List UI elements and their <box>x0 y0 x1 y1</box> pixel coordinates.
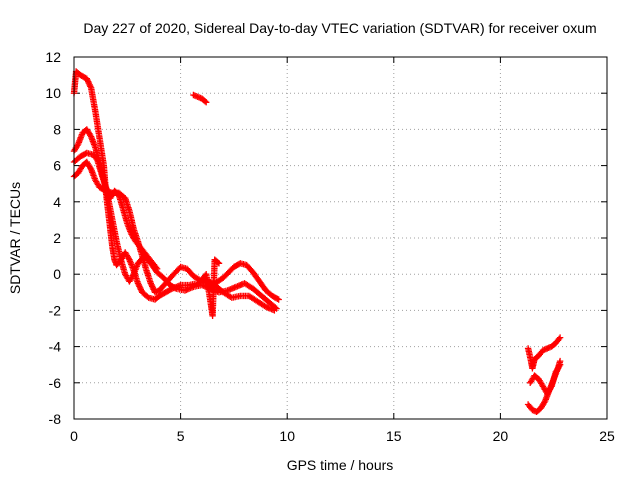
y-tick-label: 2 <box>53 230 61 246</box>
y-tick-label: -8 <box>49 411 62 427</box>
y-tick-label: -4 <box>49 339 62 355</box>
data-points <box>70 68 564 415</box>
x-tick-label: 10 <box>279 428 295 444</box>
data-point <box>171 284 179 292</box>
data-point <box>215 260 223 267</box>
data-point <box>214 259 222 266</box>
data-point <box>152 264 160 271</box>
x-tick-label: 5 <box>177 428 185 444</box>
y-tick-label: -2 <box>49 302 62 318</box>
x-tick-label: 15 <box>386 428 402 444</box>
data-point <box>153 265 161 272</box>
y-tick-label: 12 <box>45 49 61 65</box>
data-point <box>125 255 132 262</box>
chart-title: Day 227 of 2020, Sidereal Day-to-day VTE… <box>83 20 596 36</box>
data-point <box>274 295 281 302</box>
x-tick-label: 0 <box>70 428 78 444</box>
grid <box>74 57 607 419</box>
axis-ticks: 0 5 10 15 20 25 -8 -6 -4 -2 0 2 4 6 8 10 12 <box>45 49 615 444</box>
y-axis-label: SDTVAR / TECUs <box>7 182 23 294</box>
data-point <box>556 361 564 368</box>
data-point <box>273 305 280 312</box>
y-tick-label: 10 <box>45 85 61 101</box>
data-point <box>556 334 564 341</box>
y-tick-label: 0 <box>53 266 61 282</box>
y-tick-label: 4 <box>53 194 61 210</box>
data-point <box>203 99 210 106</box>
y-tick-label: 6 <box>53 158 61 174</box>
x-tick-label: 20 <box>493 428 509 444</box>
data-point <box>556 362 563 370</box>
plot-frame <box>73 56 608 420</box>
data-point <box>555 335 563 343</box>
data-point <box>272 304 279 311</box>
x-tick-label: 25 <box>599 428 615 444</box>
data-point <box>201 98 209 105</box>
y-tick-label: -6 <box>49 375 62 391</box>
y-tick-label: 8 <box>53 121 61 137</box>
data-point <box>275 296 282 303</box>
x-axis-label: GPS time / hours <box>287 457 394 473</box>
